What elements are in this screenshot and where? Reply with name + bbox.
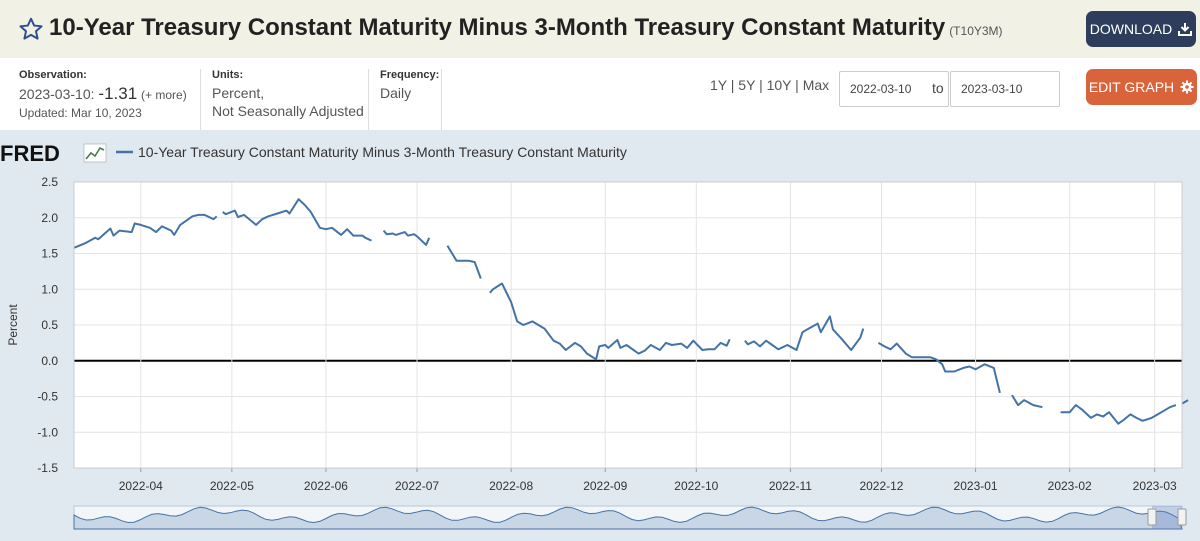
- observation-block: Observation: 2023-03-10: -1.31 (+ more) …: [19, 69, 187, 120]
- units-value-2: Not Seasonally Adjusted: [212, 103, 364, 119]
- meta-divider: [200, 69, 201, 130]
- x-tick-label: 2022-09: [583, 479, 627, 493]
- page-title: 10-Year Treasury Constant Maturity Minus…: [49, 14, 1003, 42]
- navigator-handle[interactable]: [1147, 508, 1157, 526]
- edit-graph-label: EDIT GRAPH: [1088, 79, 1175, 95]
- fred-logo: FRED: [0, 141, 107, 166]
- title-bar: 10-Year Treasury Constant Maturity Minus…: [0, 0, 1200, 58]
- range-selector: 1Y | 5Y | 10Y | Max: [710, 77, 830, 93]
- updated-text: Updated: Mar 10, 2023: [19, 106, 142, 120]
- gear-icon: [1180, 80, 1194, 94]
- x-tick-label: 2022-10: [674, 479, 718, 493]
- y-tick-label: -1.0: [37, 425, 58, 439]
- meta-divider: [441, 69, 442, 130]
- navigator-overview: [73, 506, 1183, 530]
- y-tick-label: 0.0: [41, 354, 58, 368]
- to-label: to: [932, 80, 944, 96]
- edit-graph-button[interactable]: EDIT GRAPH: [1086, 69, 1197, 105]
- series-title: 10-Year Treasury Constant Maturity Minus…: [49, 14, 946, 41]
- x-tick-label: 2022-11: [769, 479, 812, 493]
- series-line: [1060, 404, 1177, 425]
- y-tick-label: 2.5: [41, 175, 58, 189]
- units-block: Units: Percent, Not Seasonally Adjusted: [212, 69, 364, 120]
- chart-container: FRED 10-Year Treasury Constant Maturity …: [0, 130, 1200, 541]
- x-tick-label: 2022-06: [304, 479, 348, 493]
- end-date-input[interactable]: [950, 71, 1060, 107]
- fred-chart-icon: [83, 143, 107, 163]
- legend: 10-Year Treasury Constant Maturity Minus…: [116, 144, 627, 160]
- plot-border: [73, 181, 1183, 469]
- range-10y-link[interactable]: 10Y: [766, 77, 792, 93]
- plot-area: 2.5 2.0 1.5 1.0 0.5 0.0 -0.5 -1.0 -1.5 2022-04 202…: [37, 175, 1189, 493]
- series-line: [744, 315, 865, 351]
- x-tick-label: 2023-02: [1048, 479, 1092, 493]
- frequency-label: Frequency:: [380, 69, 440, 81]
- observation-value-row: 2023-03-10: -1.31 (+ more): [19, 84, 187, 104]
- x-tick-label: 2022-04: [119, 479, 163, 493]
- y-tick-label: 1.0: [41, 282, 58, 296]
- y-tick-label: -1.5: [37, 461, 58, 475]
- svg-text:FRED: FRED: [0, 141, 60, 166]
- range-5y-link[interactable]: 5Y: [738, 77, 756, 93]
- series-line: [877, 342, 1001, 394]
- star-outline-icon[interactable]: [18, 16, 44, 42]
- y-tick-label: 0.5: [41, 318, 58, 332]
- range-max-link[interactable]: Max: [802, 77, 830, 93]
- observation-date: 2023-03-10:: [19, 86, 95, 102]
- series-line: [489, 282, 731, 361]
- x-tick-label: 2022-12: [859, 479, 903, 493]
- x-tick-label: 2023-01: [954, 479, 998, 493]
- meta-divider: [368, 69, 369, 130]
- units-value-1: Percent,: [212, 85, 265, 101]
- navigator-selection[interactable]: [1152, 506, 1182, 529]
- observation-more-link[interactable]: (+ more): [141, 88, 187, 102]
- y-axis-label: Percent: [6, 304, 20, 346]
- y-tick-label: 1.5: [41, 247, 58, 261]
- x-tick-label: 2022-07: [395, 479, 439, 493]
- series-line: [1011, 394, 1043, 409]
- y-tick-label: 2.0: [41, 211, 58, 225]
- download-label: DOWNLOAD: [1089, 21, 1173, 37]
- x-tick-label: 2022-08: [489, 479, 533, 493]
- series-line: [1181, 399, 1189, 405]
- frequency-block: Frequency: Daily: [380, 69, 439, 102]
- observation-label: Observation:: [19, 69, 87, 81]
- series-line: [446, 245, 482, 279]
- observation-value: -1.31: [98, 84, 138, 103]
- units-label: Units:: [212, 69, 244, 81]
- series-line: [73, 213, 218, 249]
- navigator-handle[interactable]: [1177, 508, 1187, 526]
- range-1y-link[interactable]: 1Y: [710, 77, 727, 93]
- x-tick-label: 2023-03: [1133, 479, 1177, 493]
- series-line: [222, 198, 372, 242]
- range-navigator[interactable]: [73, 505, 1187, 530]
- x-tick-label: 2022-05: [210, 479, 254, 493]
- legend-label: 10-Year Treasury Constant Maturity Minus…: [138, 144, 627, 160]
- frequency-value: Daily: [380, 85, 412, 101]
- download-button[interactable]: DOWNLOAD: [1086, 11, 1196, 47]
- start-date-input[interactable]: [839, 71, 949, 107]
- line-chart[interactable]: FRED 10-Year Treasury Constant Maturity …: [0, 130, 1200, 541]
- series-code: (T10Y3M): [949, 24, 1003, 38]
- series-line: [382, 229, 431, 246]
- y-tick-label: -0.5: [37, 390, 58, 404]
- download-icon: [1178, 23, 1193, 36]
